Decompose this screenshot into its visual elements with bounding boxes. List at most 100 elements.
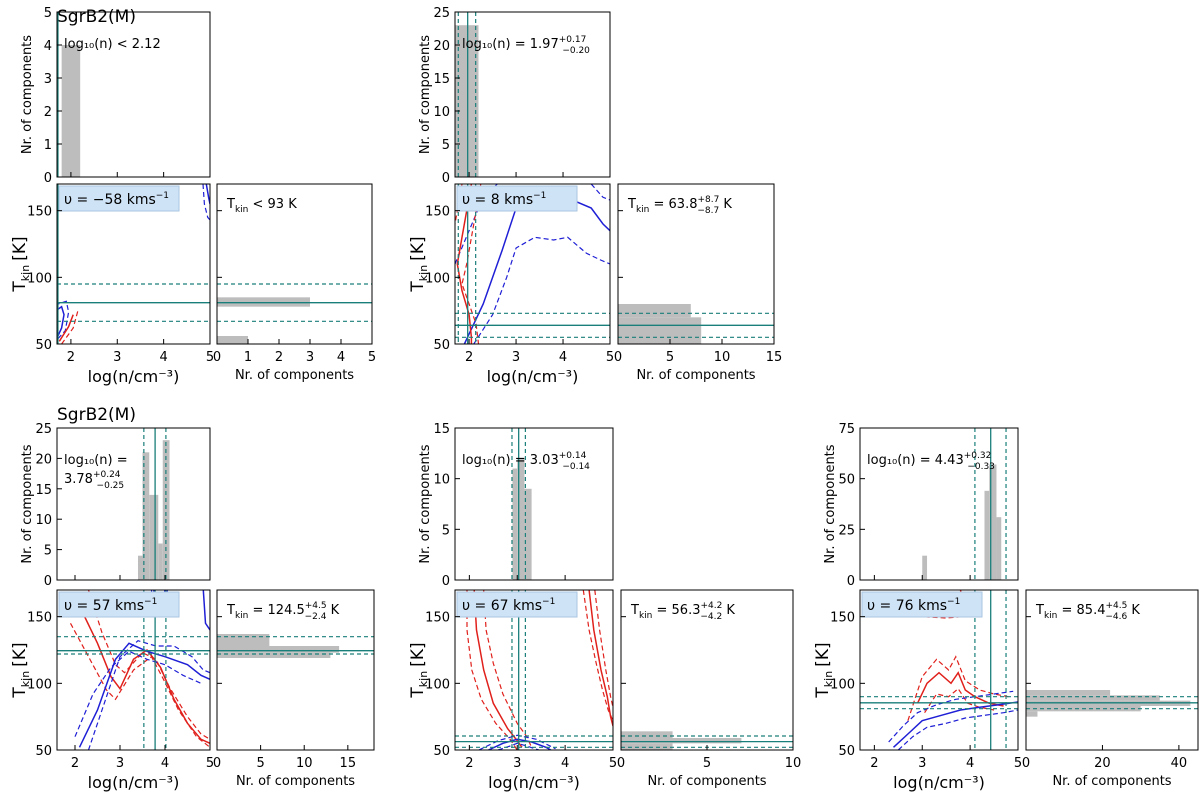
histogram-bar xyxy=(1026,711,1038,717)
text-part: −0.25 xyxy=(97,481,125,491)
y-tick-label: 50 xyxy=(433,338,450,353)
y-tick-label: 50 xyxy=(433,744,450,759)
x-tick-label: 0 xyxy=(614,350,622,365)
y-tick-label: 15 xyxy=(433,422,450,437)
text-part: T xyxy=(408,281,428,293)
text-part: = 63.8 xyxy=(649,197,697,212)
y-axis-label: Nr. of components xyxy=(823,444,838,563)
x-tick-label: 3 xyxy=(113,350,121,365)
y-axis-label: Nr. of components xyxy=(20,35,35,154)
red-contour-line xyxy=(69,623,210,748)
y-tick-label: 20 xyxy=(433,39,450,54)
y-axis-label: Nr. of components xyxy=(418,35,433,154)
velocity-label: υ = 67 kms−1 xyxy=(462,597,555,614)
red-contour-line xyxy=(916,671,1004,707)
text-part: kin xyxy=(639,611,652,621)
axes-frame xyxy=(454,427,614,581)
y-tick-label: 15 xyxy=(433,72,450,87)
x-tick-label: 40 xyxy=(1171,756,1188,771)
text-part: +0.24 xyxy=(93,470,121,480)
histogram-bar xyxy=(142,452,150,580)
histogram-bar xyxy=(455,25,479,178)
y-tick-label: 150 xyxy=(27,205,52,220)
y-tick-label: 50 xyxy=(838,473,855,488)
y-tick-label: 5 xyxy=(44,6,52,21)
x-tick-label: 5 xyxy=(703,756,711,771)
y-tick-label: 100 xyxy=(425,677,450,692)
density-histogram: 0 1 2 3 4 5 Nr. of components log₁₀(n) < 2.12 xyxy=(20,6,211,186)
x-tick-label: 5 xyxy=(606,350,614,365)
text-part: T xyxy=(10,687,30,699)
histogram-bar xyxy=(61,45,81,177)
red-contour-line xyxy=(78,605,210,744)
histogram-bar xyxy=(984,490,990,580)
red-contour-line xyxy=(466,590,518,750)
text-part: log₁₀(n) = 1.97 xyxy=(462,37,559,52)
x-tick-label: 5 xyxy=(666,350,674,365)
histogram-bar xyxy=(162,440,170,580)
text-part: log₁₀(n) < 2.12 xyxy=(64,37,161,52)
y-tick-label: 3 xyxy=(44,72,52,87)
histogram-bar xyxy=(621,731,673,738)
blue-contour-line xyxy=(897,709,1018,750)
red-contour-line xyxy=(907,655,1009,721)
text-part: −0.20 xyxy=(562,46,590,56)
text-part: −1 xyxy=(144,597,157,607)
red-contour-line xyxy=(588,590,613,727)
y-tick-label: 2 xyxy=(44,105,52,120)
y-tick-label: 5 xyxy=(44,544,52,559)
density-annotation: log₁₀(n) = xyxy=(64,453,128,468)
y-tick-label: 25 xyxy=(35,422,52,437)
axes-frame xyxy=(859,427,1019,581)
x-axis-label: Nr. of components xyxy=(236,774,355,789)
histogram-bar xyxy=(149,494,159,580)
text-part: +0.32 xyxy=(964,451,992,461)
text-part: log₁₀(n) = xyxy=(64,453,128,468)
text-part: +8.7 xyxy=(697,195,719,205)
x-tick-label: 4 xyxy=(561,756,569,771)
histogram-bar xyxy=(138,555,143,580)
x-tick-label: 4 xyxy=(559,350,567,365)
histogram-bar xyxy=(618,304,691,318)
blue-contour-line xyxy=(473,236,610,344)
x-tick-label: 5 xyxy=(206,756,214,771)
text-part: T xyxy=(10,281,30,293)
blue-contour-line xyxy=(202,590,210,631)
y-tick-label: 5 xyxy=(442,138,450,153)
x-tick-label: 3 xyxy=(513,756,521,771)
x-axis-label: Nr. of components xyxy=(647,774,766,789)
text-part: = 85.4 xyxy=(1057,603,1105,618)
text-part: υ = 8 kms xyxy=(462,192,533,208)
x-tick-label: 4 xyxy=(161,756,169,771)
text-part: K xyxy=(719,197,732,212)
text-part: kin xyxy=(235,611,248,621)
red-contour-line xyxy=(594,590,613,708)
red-contour-line xyxy=(473,590,523,748)
blue-contour-line xyxy=(202,184,210,221)
y-axis-label: Tkin [K] xyxy=(10,236,32,292)
x-tick-label: 0 xyxy=(213,756,221,771)
y-tick-label: 1 xyxy=(44,138,52,153)
text-part: T xyxy=(627,197,636,212)
blue-contour-line xyxy=(478,734,556,750)
x-tick-label: 5 xyxy=(368,350,376,365)
tkin-annotation: Tkin = 124.5+4.5 −2.4 K xyxy=(226,601,340,622)
text-part: kin xyxy=(822,671,835,687)
y-axis-label: Tkin [K] xyxy=(813,642,835,698)
contour-panel: υ = 8 kms−1 2 3 4 5 50 100 150 log(n/cm⁻³) Tkin [K… xyxy=(408,183,614,386)
x-tick-label: 3 xyxy=(918,756,926,771)
blue-contour-line xyxy=(463,199,610,344)
axes-frame xyxy=(56,11,211,178)
text-part: T xyxy=(630,603,639,618)
y-tick-label: 10 xyxy=(433,473,450,488)
y-axis-label: Tkin [K] xyxy=(408,642,430,698)
source-label: SgrB2(M) xyxy=(57,7,136,27)
source-label: SgrB2(M) xyxy=(57,405,136,425)
text-part: log₁₀(n) = 4.43 xyxy=(867,453,964,468)
contour-panel: υ = 76 kms−1 2 3 4 5 50 100 150 log(n/cm⁻³) Tkin [… xyxy=(813,589,1022,792)
axes-frame xyxy=(454,183,611,345)
